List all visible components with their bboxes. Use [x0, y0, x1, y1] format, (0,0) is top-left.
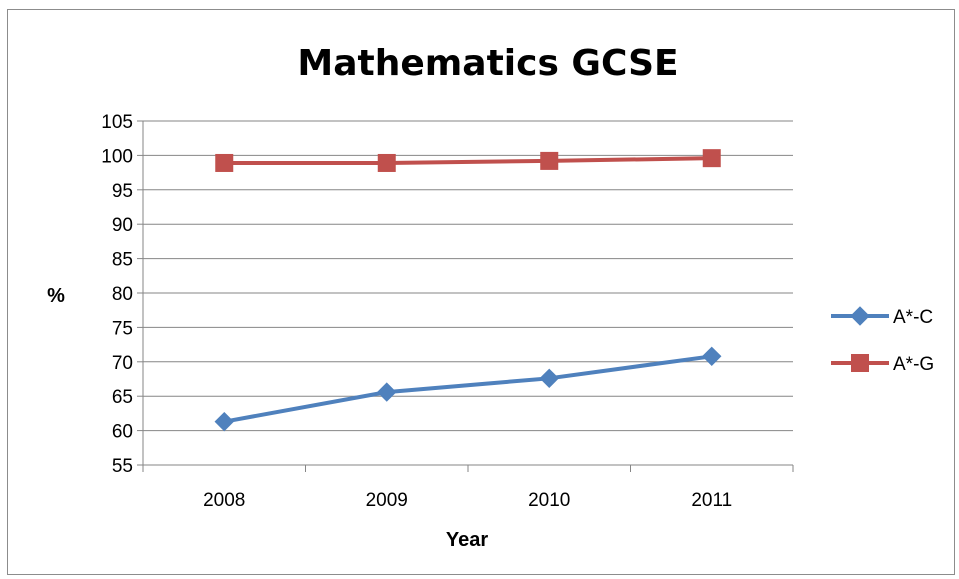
legend-item: A*-C: [831, 306, 933, 328]
y-tick-label: 70: [112, 353, 133, 374]
legend-label: A*-G: [893, 354, 934, 375]
series-line: [224, 156, 712, 165]
series-0: [214, 346, 722, 432]
chart-title: Mathematics GCSE: [297, 43, 678, 84]
x-axis-title: Year: [446, 529, 488, 551]
axes: [137, 120, 794, 472]
x-tick-label: 2010: [528, 490, 570, 511]
legend-marker: [850, 306, 870, 326]
data-point: [214, 411, 234, 432]
data-point: [215, 153, 234, 172]
series-line: [223, 354, 713, 424]
data-point: [702, 346, 722, 367]
gridlines: [143, 120, 793, 432]
x-tick-label: 2008: [203, 490, 245, 511]
legend-item: A*-G: [831, 354, 934, 375]
legend-label: A*-C: [893, 307, 933, 328]
y-tick-label: 55: [112, 456, 133, 477]
y-tick-label: 75: [112, 318, 133, 339]
y-tick-label: 80: [112, 284, 133, 305]
data-point: [539, 368, 559, 389]
series-layer: [214, 149, 722, 432]
y-tick-label: 105: [101, 112, 133, 133]
data-point: [377, 153, 396, 172]
data-point: [540, 151, 559, 170]
data-point: [702, 149, 721, 168]
y-tick-label: 60: [112, 422, 133, 443]
y-tick-label: 95: [112, 181, 133, 202]
y-tick-label: 65: [112, 387, 133, 408]
y-axis-title: %: [47, 285, 65, 307]
y-tick-label: 90: [112, 215, 133, 236]
x-tick-label: 2009: [366, 490, 408, 511]
legend: A*-C A*-G: [831, 306, 934, 375]
y-tick-label: 100: [101, 146, 133, 167]
data-point: [377, 382, 397, 402]
chart-frame: [7, 9, 955, 575]
legend-marker: [851, 354, 869, 372]
series-1: [215, 149, 721, 172]
x-tick-label: 2011: [691, 490, 732, 511]
y-tick-label: 85: [112, 250, 133, 271]
x-axis-ticks: 2008 2009 2010 2011: [203, 490, 732, 511]
y-axis-ticks: 55 60 65 70 75 80 85 90 95 100 105: [101, 112, 133, 477]
